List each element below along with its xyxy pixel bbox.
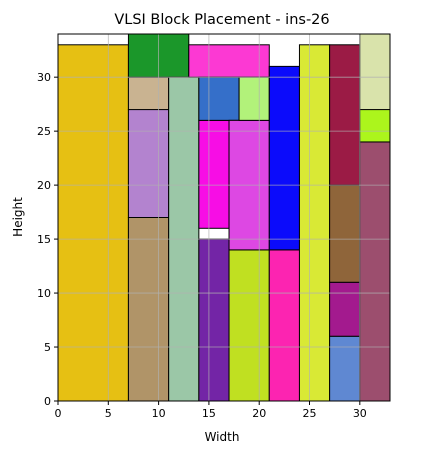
block-19 — [329, 184, 361, 283]
y-tick-label: 25 — [37, 125, 51, 138]
x-tick-label: 5 — [105, 407, 112, 420]
block-1 — [57, 44, 129, 402]
block-3 — [127, 109, 170, 218]
block-16 — [298, 44, 331, 402]
block-13 — [238, 76, 270, 121]
x-tick-label: 10 — [152, 407, 166, 420]
block-15 — [268, 65, 300, 251]
block-8 — [198, 238, 230, 402]
block-11 — [228, 249, 270, 402]
block-18 — [329, 281, 361, 337]
x-tick-label: 30 — [353, 407, 367, 420]
chart-title: VLSI Block Placement - ins-26 — [114, 12, 329, 28]
block-7 — [188, 44, 270, 78]
x-axis-label: Width — [205, 430, 240, 444]
x-tick-label: 0 — [55, 407, 62, 420]
y-tick-label: 0 — [44, 395, 51, 408]
block-4 — [127, 76, 170, 111]
y-tick-label: 30 — [37, 71, 51, 84]
block-2 — [127, 217, 170, 402]
axis-ticks: 0 5 10 15 20 25 30 0 5 10 15 20 25 30 — [37, 71, 367, 420]
block-14 — [268, 249, 300, 402]
block-9 — [198, 119, 230, 229]
block-10 — [198, 76, 240, 121]
y-axis-label: Height — [11, 197, 25, 237]
y-tick-label: 20 — [37, 179, 51, 192]
y-tick-label: 15 — [37, 233, 51, 246]
block-20 — [329, 44, 361, 186]
block-17 — [329, 335, 361, 402]
block-23 — [359, 33, 391, 111]
x-tick-label: 25 — [303, 407, 317, 420]
x-tick-label: 20 — [252, 407, 266, 420]
y-tick-label: 10 — [37, 287, 51, 300]
y-tick-label: 5 — [44, 341, 51, 354]
plot-frame — [57, 33, 391, 402]
block-22 — [359, 109, 391, 143]
blocks-layer — [57, 33, 391, 402]
x-tick-label: 15 — [202, 407, 216, 420]
block-21 — [359, 141, 391, 402]
